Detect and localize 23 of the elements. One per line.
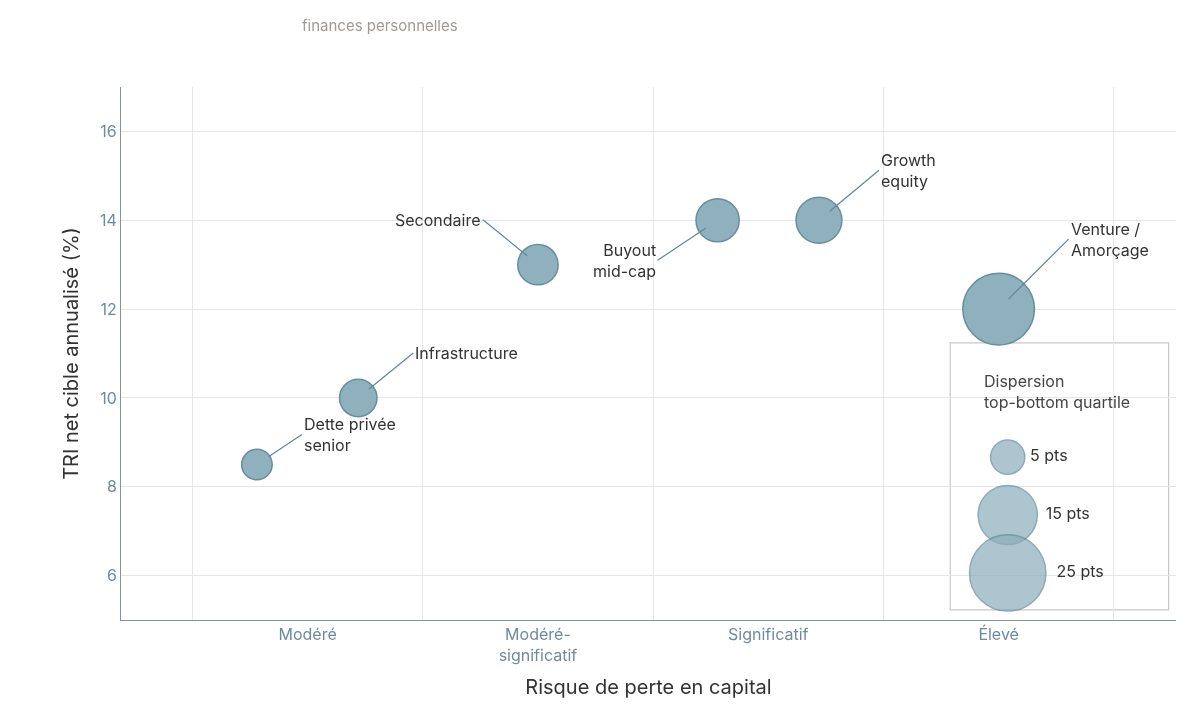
x-axis-title: Risque de perte en capital bbox=[525, 674, 772, 699]
text: Dette privée senior bbox=[304, 414, 396, 455]
x-tick-label: Modéré bbox=[278, 624, 337, 645]
legend-title: Dispersion top-bottom quartile bbox=[984, 371, 1131, 412]
legend-label: 25 pts bbox=[1056, 560, 1104, 581]
y-tick-label: 6 bbox=[106, 565, 117, 586]
legend-label: 5 pts bbox=[1030, 445, 1068, 466]
y-tick-label: 10 bbox=[100, 387, 117, 408]
x-tick-label: Significatif bbox=[728, 624, 809, 645]
y-tick-label: 16 bbox=[100, 121, 117, 142]
y-tick-label: 8 bbox=[106, 476, 117, 497]
text: Secondaire bbox=[395, 210, 481, 230]
legend-label: 15 pts bbox=[1045, 503, 1090, 523]
x-tick-label: Élevé bbox=[978, 624, 1019, 645]
text: Venture / Amorçage bbox=[1071, 219, 1149, 260]
y-tick-label: 14 bbox=[99, 209, 117, 230]
x-tick-label: Modéré- significatif bbox=[498, 624, 578, 665]
text: Growth equity bbox=[881, 150, 936, 191]
text: Buyout mid-cap bbox=[593, 240, 657, 281]
y-axis-title: TRI net cible annualisé (%) bbox=[59, 227, 84, 480]
y-tick-label: 12 bbox=[100, 298, 117, 319]
text: finances personnelles bbox=[302, 16, 458, 35]
text: Infrastructure bbox=[415, 343, 518, 363]
